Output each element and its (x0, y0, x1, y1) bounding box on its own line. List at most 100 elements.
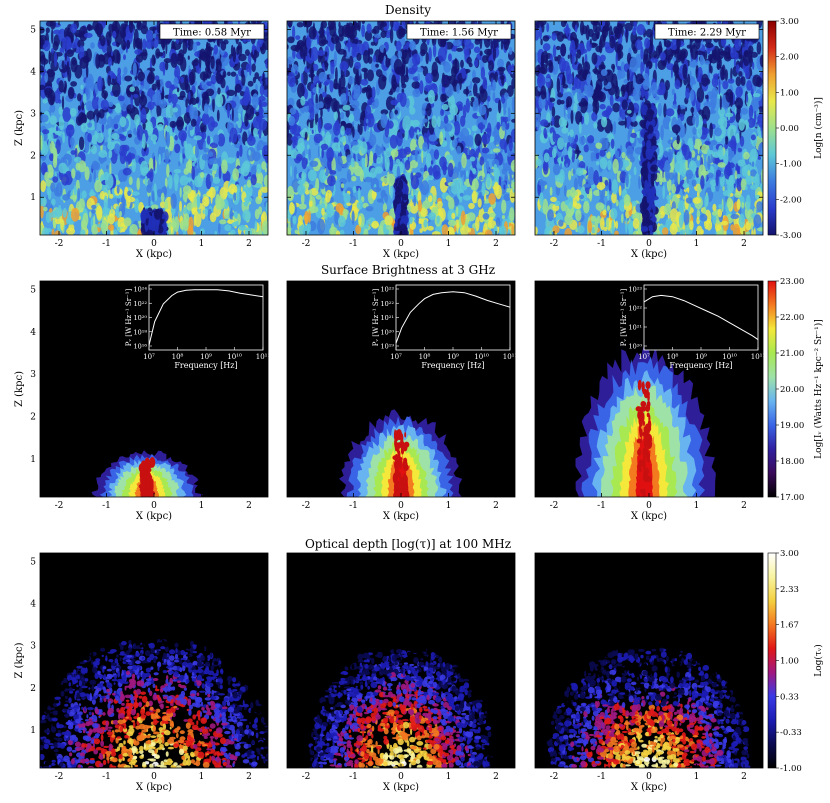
x-tick-label: -2 (302, 501, 311, 511)
heatmap-field (535, 553, 763, 768)
x-tick-label: 2 (246, 772, 252, 782)
inset-y-label: Pᵥ [W Hz⁻¹ Sr⁻¹] (620, 288, 628, 346)
x-axis-label: X (kpc) (383, 249, 419, 260)
x-tick-label: 2 (741, 772, 747, 782)
heatmap-field (287, 553, 515, 768)
inset-x-tick-label: 10⁷ (390, 353, 402, 361)
y-tick-label: 3 (30, 642, 36, 652)
time-label-box (159, 23, 265, 40)
heatmap-field (40, 553, 268, 768)
x-tick-label: 1 (199, 772, 205, 782)
spectrum-inset: 10⁷ 10⁸ 10⁹ 10¹⁰ 10¹¹ 10²³ 10²² 10²¹ 10²⁰ 10¹⁹ Fre… (372, 284, 518, 370)
x-axis-label: X (kpc) (631, 249, 667, 260)
inset-y-tick-label: 10²² (381, 300, 395, 308)
colorbar-tick-label: -0.33 (780, 728, 802, 738)
time-label: Time: 1.56 Myr (420, 28, 498, 39)
inset-x-label: Frequency [Hz] (669, 361, 732, 370)
x-tick-label: 2 (493, 239, 499, 249)
time-label: Time: 0.58 Myr (173, 28, 251, 39)
inset-x-tick-label: 10⁹ (447, 353, 459, 361)
colorbar-tick-label: 0.00 (780, 124, 799, 134)
inset-x-tick-label: 10¹¹ (503, 353, 518, 361)
x-tick-label: -1 (597, 501, 606, 511)
inset-y-tick-label: 10²² (629, 305, 643, 313)
inset-x-label: Frequency [Hz] (421, 361, 484, 370)
x-tick-label: -2 (550, 501, 559, 511)
x-tick-label: 0 (151, 501, 157, 511)
x-tick-label: 0 (646, 772, 652, 782)
y-tick-label: 2 (30, 151, 36, 161)
x-tick-label: 1 (446, 239, 452, 249)
x-tick-label: 0 (398, 239, 404, 249)
colorbar-tick-label: 2.33 (780, 585, 799, 595)
colorbar-tick-label: 22.00 (780, 313, 804, 323)
time-label-box (406, 23, 512, 40)
x-tick-label: -1 (349, 501, 358, 511)
x-axis-label: X (kpc) (631, 782, 667, 793)
colorbar-gradient (767, 280, 777, 498)
x-tick-label: -2 (550, 239, 559, 249)
x-axis-label: X (kpc) (383, 511, 419, 522)
x-axis-label: X (kpc) (136, 511, 172, 522)
y-tick-label: 5 (30, 285, 36, 295)
panels-layer: -2 -1 0 1 2 1 2 3 4 5 X (kpc) Z (kpc) Time: 0.58 Myr… (14, 20, 765, 793)
y-tick-label: 1 (30, 455, 36, 465)
y-tick-label: 4 (30, 328, 36, 338)
x-tick-label: -1 (102, 239, 111, 249)
y-tick-label: 1 (30, 193, 36, 203)
inset-y-tick-label: 10²³ (629, 286, 643, 294)
panel-density-1: -2 -1 0 1 2 1 2 3 4 5 X (kpc) Z (kpc) Time: 0.58 Myr (14, 20, 269, 260)
colorbar-label: Log[Iᵥ (Watts Hz⁻¹ kpc⁻² Sr⁻¹)] (813, 319, 824, 459)
spectrum-line (395, 291, 511, 344)
x-tick-label: 2 (493, 772, 499, 782)
x-tick-label: -1 (102, 772, 111, 782)
panel-surface-brightness-2: -2 -1 0 1 2X (kpc)10⁷ 10⁸ 10⁹ 10¹⁰ 10¹¹10²³10²²1… (286, 280, 518, 522)
x-tick-label: 0 (646, 501, 652, 511)
x-tick-label: -1 (102, 501, 111, 511)
y-tick-label: 5 (30, 557, 36, 567)
inset-x-label: Frequency [Hz] (174, 361, 237, 370)
heatmap-field (40, 21, 268, 235)
colorbar-tick-label: 0.33 (780, 692, 799, 702)
x-tick-label: 2 (246, 501, 252, 511)
x-tick-label: -2 (550, 772, 559, 782)
inset-x-tick-label: 10⁸ (172, 353, 184, 361)
inset-x-tick-label: 10¹⁰ (474, 353, 489, 361)
colorbar-tick-label: -2.00 (780, 195, 802, 205)
colorbar-tick-label: 19.00 (780, 421, 804, 431)
x-tick-label: -1 (349, 239, 358, 249)
x-tick-label: -2 (302, 772, 311, 782)
spectrum-inset: 10⁷ 10⁸ 10⁹ 10¹⁰ 10¹¹ 10²³ 10²² 10²¹ 10²⁰ Frequen… (620, 284, 765, 370)
inset-x-tick-label: 10⁹ (200, 353, 212, 361)
colorbar-gradient (767, 552, 777, 769)
inset-y-tick-label: 10²¹ (381, 314, 395, 322)
x-tick-label: 0 (398, 501, 404, 511)
inset-x-tick-label: 10⁷ (638, 353, 650, 361)
colorbar-tick-label: 18.00 (780, 457, 804, 467)
y-tick-label: 2 (30, 684, 36, 694)
x-tick-label: 2 (741, 501, 747, 511)
x-tick-label: 1 (446, 501, 452, 511)
y-axis-label: Z (kpc) (14, 371, 25, 407)
colorbar-tick-label: 23.00 (780, 277, 804, 287)
x-tick-label: -1 (597, 772, 606, 782)
inset-y-tick-label: 10²⁰ (134, 314, 148, 322)
colorbar-tick-label: 3.00 (780, 549, 799, 559)
time-label-box (654, 23, 760, 40)
time-label: Time: 2.29 Myr (668, 28, 746, 39)
colorbar-tick-label: 3.00 (780, 17, 799, 27)
colorbar-density: 3.00 2.00 1.00 0.00 -1.00 -2.00 -3.00 Log[n (cm… (767, 17, 824, 241)
colorbar-label: Log(τᵥ) (813, 644, 824, 677)
inset-y-tick-label: 10¹⁶ (134, 343, 148, 351)
x-tick-label: -1 (597, 239, 606, 249)
spectrum-inset: 10⁷ 10⁸ 10⁹ 10¹⁰ 10¹¹ 10²⁴ 10²² 10²⁰ 10¹⁸ 10¹⁶ Fre… (125, 284, 270, 370)
x-tick-label: 0 (151, 239, 157, 249)
x-tick-label: 2 (493, 501, 499, 511)
x-tick-label: 1 (446, 772, 452, 782)
row-title-optical-depth: Optical depth [log(τ)] at 100 MHz (305, 537, 511, 551)
x-tick-label: -2 (55, 501, 64, 511)
x-tick-label: 2 (246, 239, 252, 249)
panel-optical-depth-1: -2 -1 0 1 2 1 2 3 4 5 X (kpc) Z (kpc) (14, 552, 269, 793)
x-tick-label: -2 (302, 239, 311, 249)
colorbar-tick-label: 21.00 (780, 349, 804, 359)
